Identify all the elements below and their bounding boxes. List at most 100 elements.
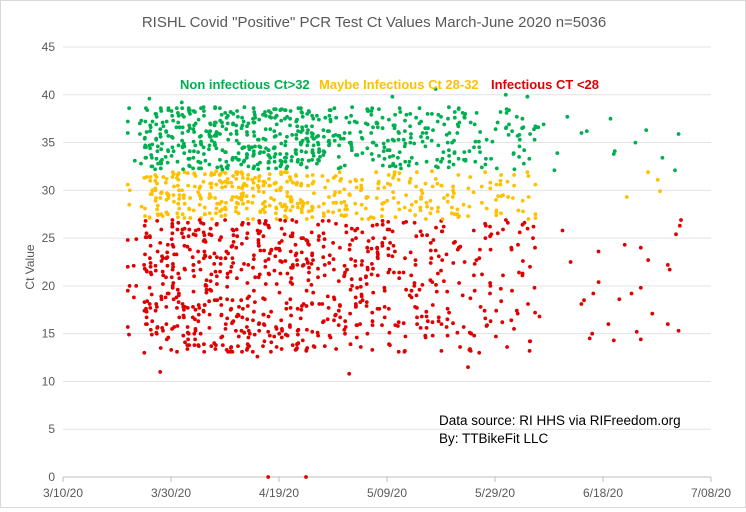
data-point	[526, 302, 530, 306]
data-point	[212, 123, 217, 128]
data-point	[387, 330, 392, 335]
data-point	[309, 230, 314, 235]
data-point	[183, 340, 187, 345]
data-point	[304, 150, 308, 155]
data-point	[408, 208, 412, 213]
data-point	[236, 211, 241, 216]
data-point	[522, 148, 527, 153]
data-point	[412, 284, 417, 288]
data-point	[517, 144, 522, 149]
data-point	[322, 214, 326, 219]
data-point	[262, 323, 267, 327]
data-point	[447, 131, 452, 135]
data-point	[240, 146, 245, 151]
data-point	[150, 119, 155, 124]
data-point	[310, 253, 314, 258]
data-point	[436, 315, 441, 320]
data-point	[304, 475, 308, 479]
data-point	[393, 215, 398, 220]
data-point	[231, 240, 236, 244]
data-point	[191, 232, 196, 237]
data-point	[193, 143, 198, 148]
data-point	[209, 185, 214, 190]
data-point	[180, 106, 185, 111]
data-point	[633, 140, 638, 145]
data-point	[428, 278, 433, 283]
data-point	[479, 165, 484, 170]
data-point	[165, 250, 170, 255]
data-point	[381, 149, 386, 154]
data-point	[374, 120, 379, 125]
data-point	[423, 126, 428, 131]
data-point	[278, 271, 283, 276]
data-point	[520, 198, 525, 203]
data-point	[439, 114, 443, 119]
data-point	[382, 315, 387, 320]
data-point	[279, 141, 284, 146]
data-point	[310, 173, 315, 177]
data-point	[321, 244, 326, 249]
data-point	[215, 255, 219, 260]
data-point	[218, 118, 223, 123]
data-point	[295, 124, 300, 129]
data-point	[667, 267, 672, 272]
data-point	[296, 205, 300, 210]
data-point	[171, 297, 176, 302]
data-point	[444, 252, 449, 257]
data-point	[423, 181, 428, 186]
data-point	[219, 235, 224, 240]
data-point	[203, 158, 208, 163]
data-point	[310, 208, 314, 213]
data-point	[504, 218, 508, 222]
data-point	[289, 199, 294, 204]
data-point	[246, 328, 251, 333]
data-point	[207, 312, 212, 317]
data-point	[509, 247, 514, 252]
data-point	[223, 150, 228, 155]
data-point	[283, 219, 287, 223]
y-tick-label: 30	[42, 183, 56, 197]
data-point	[474, 258, 479, 262]
data-point	[192, 149, 196, 154]
data-point	[209, 272, 214, 277]
data-point	[294, 136, 299, 141]
data-point	[587, 336, 592, 341]
data-point	[234, 227, 239, 232]
data-point	[306, 278, 311, 283]
data-point	[375, 250, 380, 255]
data-point	[143, 119, 148, 124]
data-point	[290, 231, 295, 236]
data-point	[247, 331, 252, 336]
data-point	[234, 123, 239, 128]
data-point	[159, 297, 164, 302]
data-point	[155, 144, 160, 149]
data-point	[494, 208, 499, 213]
data-point	[132, 158, 137, 163]
data-point	[370, 348, 375, 352]
data-point	[202, 205, 207, 210]
data-point	[225, 121, 230, 126]
data-point	[193, 317, 197, 322]
data-point	[263, 264, 268, 269]
data-point	[458, 244, 463, 249]
data-point	[638, 337, 643, 342]
data-point	[380, 163, 385, 168]
data-point	[266, 148, 271, 153]
data-point	[300, 128, 305, 132]
data-point	[181, 196, 186, 200]
data-point	[624, 195, 629, 199]
data-point	[154, 331, 159, 336]
data-point	[217, 238, 222, 242]
data-point	[209, 138, 214, 143]
data-point	[396, 349, 401, 354]
data-point	[208, 255, 212, 260]
data-point	[147, 285, 152, 290]
data-point	[332, 138, 337, 143]
data-point	[170, 231, 175, 236]
data-point	[251, 194, 256, 199]
data-point	[412, 281, 417, 285]
data-point	[191, 263, 196, 267]
data-point	[596, 249, 601, 254]
data-point	[257, 231, 261, 236]
data-point	[241, 191, 246, 196]
